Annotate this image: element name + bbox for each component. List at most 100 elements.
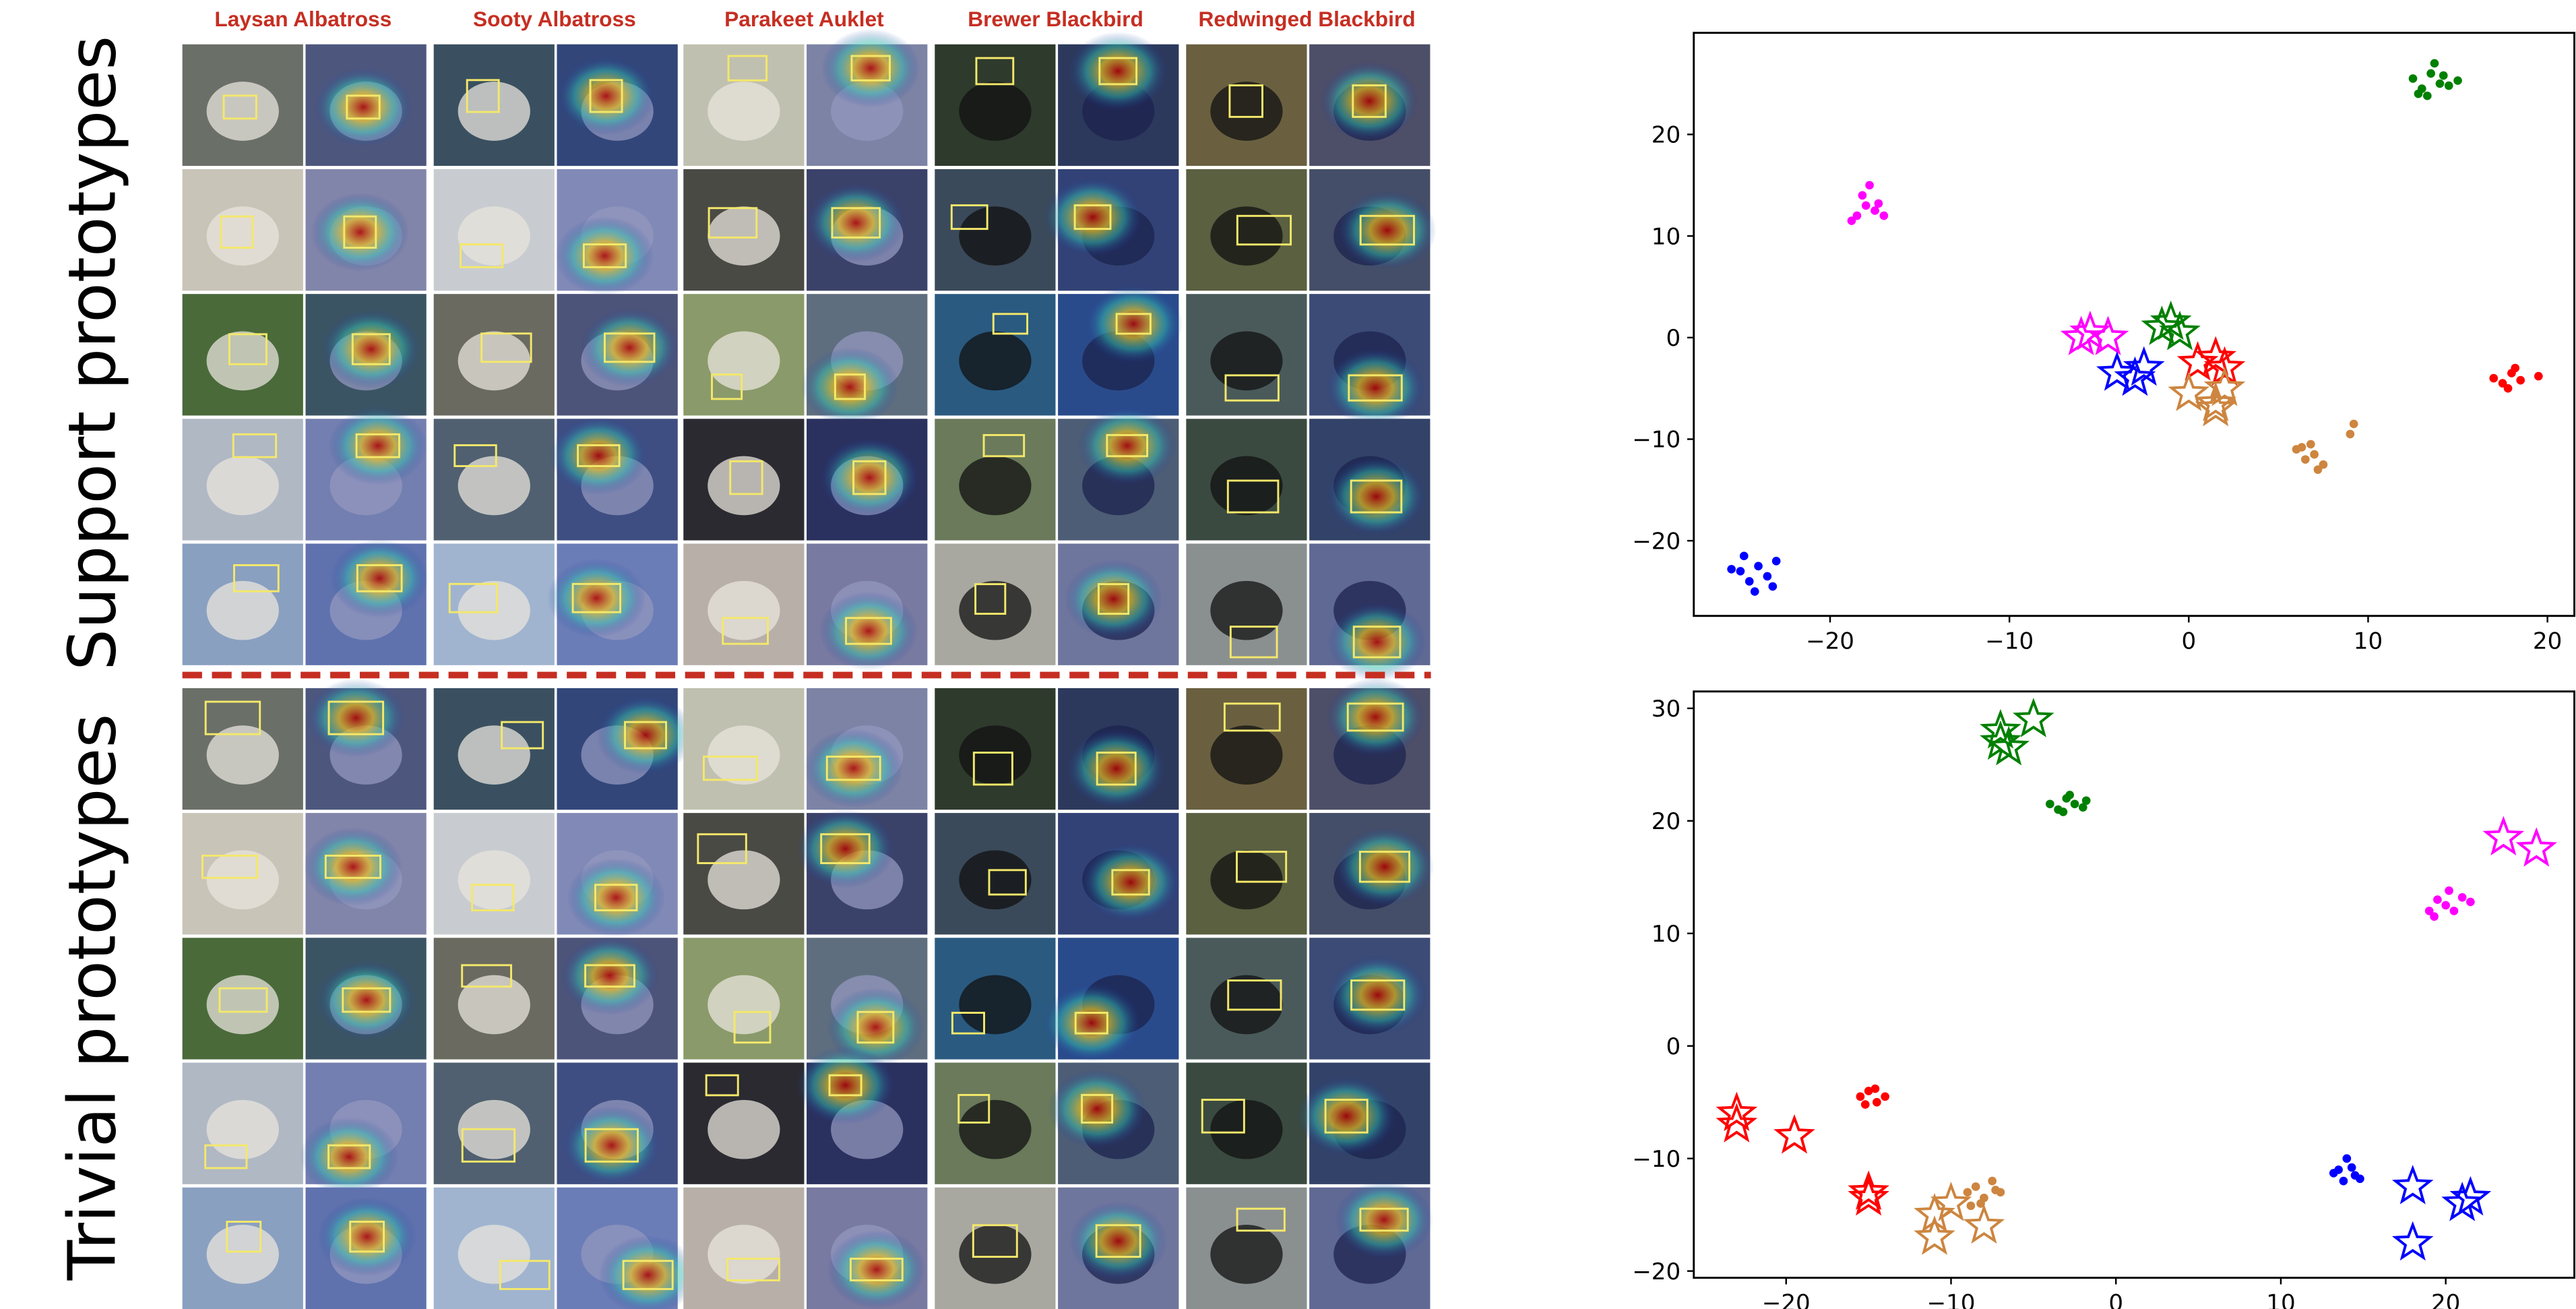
- heatmap: [1084, 284, 1183, 363]
- dot-point: [2342, 1154, 2351, 1163]
- bird-shape: [708, 850, 780, 909]
- column-header: Redwinged Blackbird: [1198, 7, 1415, 31]
- heatmap: [1042, 983, 1141, 1062]
- y-tick-label: 20: [1652, 808, 1680, 835]
- heatmap: [322, 310, 420, 389]
- dot-point: [1972, 1182, 1980, 1191]
- dot-point: [2346, 430, 2355, 439]
- heatmap: [1320, 62, 1418, 141]
- x-tick-label: 0: [2108, 1289, 2123, 1309]
- heatmap: [314, 67, 412, 146]
- bird-shape: [708, 1100, 780, 1159]
- dot-point: [2441, 901, 2450, 910]
- dot-point: [1740, 551, 1749, 560]
- dot-point: [2436, 80, 2445, 88]
- bird-shape: [458, 1225, 530, 1284]
- heatmap: [1326, 348, 1424, 427]
- bird-shape: [207, 1225, 279, 1284]
- heatmap: [1327, 603, 1426, 681]
- dot-point: [2329, 1169, 2338, 1178]
- bird-shape: [458, 206, 530, 266]
- y-tick-label: −10: [1632, 1146, 1680, 1173]
- x-tick-label: −20: [1806, 628, 1854, 654]
- heatmap: [796, 810, 894, 888]
- bird-shape: [207, 456, 279, 516]
- y-tick-label: 0: [1666, 1033, 1681, 1060]
- heatmap: [827, 1230, 926, 1309]
- star-point: [2519, 831, 2554, 863]
- row-label: Trivial prototypes: [55, 714, 131, 1281]
- bird-shape: [708, 725, 780, 785]
- bird-shape: [207, 331, 279, 390]
- bird-shape: [708, 82, 780, 141]
- bird-shape: [708, 581, 780, 640]
- dot-point: [1754, 562, 1763, 571]
- bird-shape: [207, 206, 279, 266]
- figure: Laysan AlbatrossSooty AlbatrossParakeet …: [0, 0, 2576, 1309]
- bird-shape: [207, 850, 279, 909]
- star-point: [1918, 1219, 1952, 1252]
- heatmap: [805, 729, 903, 808]
- x-tick-label: −20: [1762, 1289, 1811, 1309]
- heatmap: [561, 936, 659, 1015]
- bird-shape: [959, 725, 1031, 785]
- bird-shape: [1210, 850, 1282, 909]
- y-tick-label: 10: [1652, 223, 1680, 250]
- dot-point: [2314, 465, 2323, 474]
- bird-shape: [458, 850, 530, 909]
- heatmap: [819, 592, 918, 671]
- y-tick-label: 20: [1652, 122, 1680, 149]
- dot-point: [2430, 912, 2439, 921]
- x-tick-label: 20: [2431, 1289, 2460, 1309]
- bird-shape: [1210, 82, 1282, 141]
- dot-point: [2511, 364, 2519, 373]
- star-point: [1967, 1208, 2001, 1240]
- dot-point: [2306, 440, 2315, 449]
- heatmap: [1069, 1202, 1168, 1281]
- y-tick-label: −10: [1632, 427, 1680, 454]
- dot-point: [2059, 808, 2068, 816]
- x-tick-label: 20: [2533, 628, 2562, 654]
- dot-point: [1763, 572, 1772, 581]
- row-label: Support prototypes: [55, 36, 131, 671]
- dot-point: [1881, 1093, 1889, 1101]
- dot-point: [1991, 1186, 2000, 1194]
- heatmap: [1067, 729, 1166, 808]
- bird-shape: [959, 456, 1031, 516]
- star-point: [2016, 702, 2050, 734]
- bird-shape: [708, 456, 780, 516]
- bird-shape: [207, 82, 279, 141]
- dot-point: [1858, 191, 1867, 200]
- y-tick-label: 10: [1652, 921, 1680, 948]
- bird-shape: [959, 331, 1031, 390]
- heatmap: [563, 1106, 661, 1185]
- bird-shape: [708, 331, 780, 390]
- heatmap: [596, 696, 695, 774]
- heatmap: [796, 1046, 894, 1125]
- star-point: [1934, 1186, 1968, 1218]
- dot-point: [2298, 443, 2306, 452]
- dot-point: [2082, 796, 2091, 805]
- heatmap: [1048, 1069, 1146, 1148]
- heatmap: [330, 539, 429, 617]
- dot-point: [2409, 74, 2418, 83]
- bird-shape: [1210, 725, 1282, 785]
- bird-shape: [1210, 456, 1282, 516]
- bird-shape: [458, 581, 530, 640]
- bird-shape: [708, 206, 780, 266]
- dot-point: [2504, 384, 2513, 393]
- y-tick-label: 30: [1652, 696, 1680, 723]
- bird-shape: [959, 975, 1031, 1035]
- dot-point: [1772, 557, 1781, 566]
- star-point: [2395, 1225, 2430, 1257]
- x-tick-label: −10: [1926, 1289, 1975, 1309]
- dot-point: [2450, 907, 2459, 915]
- heatmap: [307, 679, 405, 758]
- bird-shape: [1210, 1100, 1282, 1159]
- dot-point: [2516, 376, 2525, 385]
- heatmap: [300, 1118, 398, 1196]
- heatmap: [1335, 1180, 1433, 1259]
- column-header: Sooty Albatross: [473, 7, 636, 31]
- heatmap: [821, 29, 920, 108]
